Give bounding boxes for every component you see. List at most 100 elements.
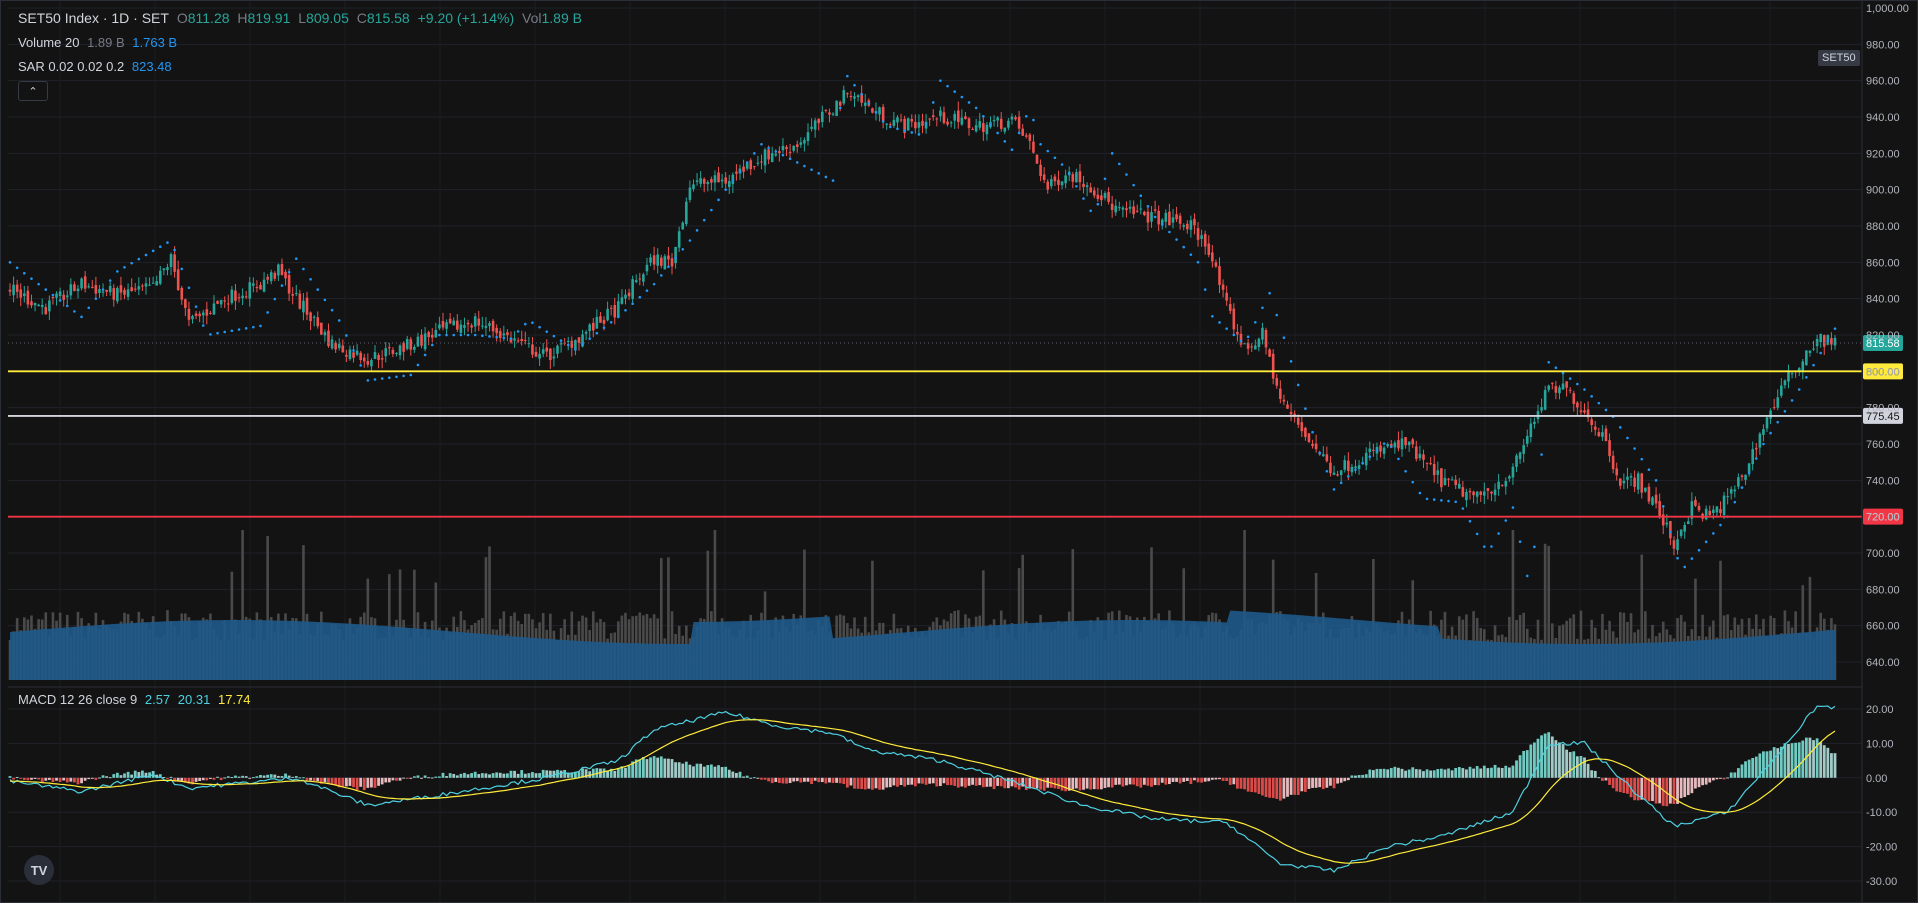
- candle-body: [273, 272, 277, 279]
- volume-legend[interactable]: Volume 20 1.89 B 1.763 B: [18, 35, 181, 50]
- macd-hist-bar: [1461, 768, 1465, 778]
- sar-dot: [65, 304, 69, 308]
- macd-hist-bar: [1432, 770, 1436, 778]
- macd-hist-bar: [205, 777, 209, 781]
- sar-dots: [8, 74, 1837, 578]
- macd-hist-bar: [1468, 766, 1472, 778]
- sar-dot: [838, 106, 842, 110]
- candle-body: [427, 332, 430, 338]
- macd-value: 20.31: [177, 692, 211, 707]
- macd-hist-bar: [459, 773, 463, 778]
- macd-hist-bar: [566, 772, 570, 778]
- candle-body: [1189, 220, 1193, 230]
- sar-dot: [1253, 320, 1257, 324]
- candle-body: [1060, 181, 1064, 186]
- candle-body: [463, 325, 466, 328]
- candle-body: [1500, 484, 1504, 486]
- sar-dot: [395, 375, 398, 379]
- candle-body: [1772, 407, 1776, 409]
- candle-body: [398, 345, 402, 356]
- candle-body: [624, 294, 627, 299]
- candle-body: [1644, 487, 1647, 492]
- candle-body: [237, 297, 241, 299]
- macd-hist-bar: [180, 777, 184, 782]
- volume-bar: [1511, 530, 1515, 680]
- macd-hist-bar: [1354, 775, 1357, 778]
- collapse-legend-button[interactable]: ⌃: [18, 81, 48, 101]
- price-tick-label: 1,000.00: [1866, 3, 1909, 15]
- sar-dot: [1389, 445, 1393, 448]
- candle-body: [473, 316, 477, 327]
- candle-body: [355, 350, 359, 355]
- candle-body: [1211, 252, 1214, 262]
- sar-dot: [1533, 545, 1536, 549]
- macd-hist-bar: [1157, 777, 1161, 786]
- sar-dot: [738, 170, 742, 173]
- candle-body: [541, 349, 545, 354]
- macd-hist-bar: [101, 775, 105, 778]
- macd-hist-bar: [430, 777, 434, 779]
- candle-body: [1157, 210, 1160, 225]
- macd-legend[interactable]: MACD 12 26 close 9 2.57 20.31 17.74: [18, 692, 255, 707]
- tradingview-logo-icon[interactable]: TV: [24, 855, 54, 885]
- macd-hist-bar: [1830, 753, 1833, 778]
- sar-dot: [273, 297, 277, 301]
- volume-bar: [266, 535, 269, 680]
- macd-hist-bar: [820, 777, 824, 783]
- sar-dot: [645, 289, 649, 292]
- macd-hist-bar: [1275, 777, 1279, 799]
- sar-dot: [1576, 382, 1579, 386]
- candle-body: [663, 256, 667, 270]
- sar-dot: [1518, 540, 1522, 544]
- candle-body: [1636, 473, 1640, 490]
- candle-body: [1100, 195, 1103, 201]
- candle-body: [488, 323, 491, 326]
- macd-hist-bar: [473, 771, 477, 778]
- macd-hist-bar: [896, 777, 899, 787]
- price-tick-label: 960.00: [1866, 76, 1900, 88]
- sar-legend[interactable]: SAR 0.02 0.02 0.2 823.48: [18, 59, 176, 74]
- macd-hist-bar: [888, 777, 892, 788]
- candle-body: [466, 322, 470, 325]
- macd-hist-bar: [237, 776, 241, 778]
- candle-body: [1046, 181, 1050, 190]
- candle-body: [420, 334, 423, 346]
- candle-body: [1350, 466, 1354, 473]
- sar-indicator-label[interactable]: SAR 0.02 0.02 0.2: [18, 59, 125, 74]
- macd-hist-bar: [1422, 771, 1425, 778]
- candle-body: [413, 346, 416, 350]
- macd-hist-bar: [806, 777, 810, 782]
- macd-hist-bar: [1210, 777, 1214, 780]
- sar-dot: [87, 306, 91, 310]
- candle-body: [148, 284, 151, 286]
- macd-hist-bar: [1686, 777, 1690, 796]
- macd-hist-bar: [899, 777, 903, 786]
- macd-hist-bar: [856, 777, 860, 789]
- candle-body: [824, 109, 828, 111]
- candle-body: [448, 318, 452, 324]
- candle-body: [1250, 346, 1254, 348]
- macd-hist-bar: [763, 777, 767, 780]
- symbol-legend[interactable]: SET50 Index · 1D · SET O811.28 H819.91 L…: [18, 10, 586, 26]
- macd-hist-bar: [416, 775, 420, 778]
- candle-body: [631, 279, 634, 299]
- macd-hist-bar: [22, 777, 26, 780]
- symbol-title[interactable]: SET50 Index · 1D · SET: [18, 10, 169, 26]
- macd-hist-bar: [992, 777, 996, 790]
- sar-dot: [1289, 360, 1293, 363]
- candle-body: [416, 336, 420, 347]
- candle-body: [1522, 445, 1525, 454]
- sar-dot: [982, 114, 985, 118]
- candle-body: [15, 284, 19, 292]
- candle-body: [1690, 501, 1694, 519]
- macd-hist-bar: [1307, 777, 1311, 789]
- macd-hist-bar: [1608, 777, 1611, 785]
- volume-indicator-label[interactable]: Volume 20: [18, 35, 80, 50]
- sar-dot: [1382, 442, 1386, 445]
- macd-hist-bar: [1203, 777, 1207, 782]
- volume-bar: [803, 549, 806, 680]
- candle-body: [1518, 452, 1522, 460]
- macd-indicator-label[interactable]: MACD 12 26 close 9: [18, 692, 138, 707]
- candle-body: [1082, 183, 1085, 188]
